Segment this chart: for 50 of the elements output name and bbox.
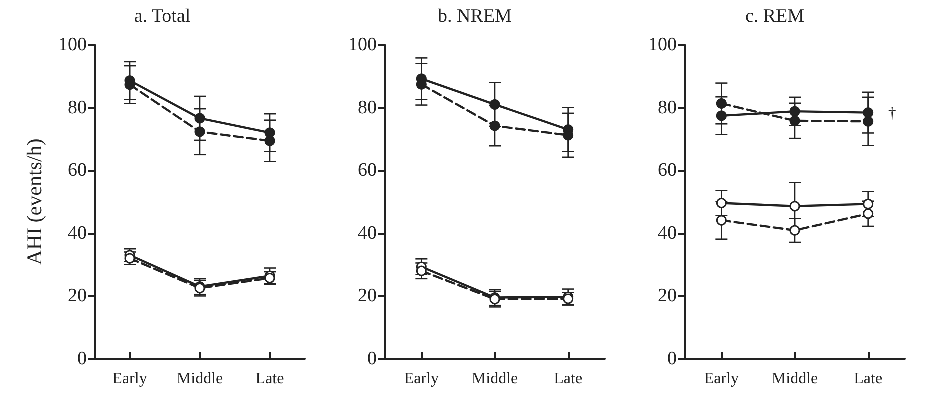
y-tick-label: 80 <box>658 97 677 118</box>
point <box>490 99 500 110</box>
point <box>716 98 727 109</box>
y-tick-label: 80 <box>68 97 87 118</box>
y-tick-label: 20 <box>358 286 377 307</box>
x-tick-label: Middle <box>472 370 518 388</box>
point <box>490 120 500 132</box>
x-tick-label: Middle <box>176 370 224 388</box>
y-tick-label: 0 <box>78 348 87 370</box>
point <box>716 110 727 122</box>
y-tick-label: 20 <box>658 286 677 307</box>
point <box>863 198 874 210</box>
y-tick-label: 100 <box>348 34 377 56</box>
y-tick-label: 40 <box>68 222 87 244</box>
chart-title: a. Total <box>134 6 191 27</box>
x-tick-label: Early <box>404 370 439 388</box>
y-tick-label: 20 <box>68 286 87 307</box>
x-tick-label: Late <box>256 370 284 388</box>
chart-title: c. REM <box>745 6 805 27</box>
point <box>194 113 206 124</box>
y-tick-label: 100 <box>58 34 87 56</box>
point <box>790 116 800 126</box>
point <box>790 225 800 236</box>
x-tick-label: Late <box>554 370 583 388</box>
y-tick-label: 60 <box>658 160 677 182</box>
point <box>264 136 276 146</box>
annotation: † <box>888 106 896 123</box>
y-axis-title: AHI (events/h) <box>22 138 46 266</box>
point <box>416 266 427 276</box>
point <box>716 215 727 226</box>
y-tick-label: 40 <box>358 222 377 244</box>
x-tick-label: Late <box>854 370 883 388</box>
x-tick-label: Early <box>112 370 148 388</box>
point <box>790 106 800 117</box>
point <box>194 126 206 138</box>
x-tick-label: Middle <box>772 370 818 388</box>
y-tick-label: 60 <box>358 160 377 182</box>
y-tick-label: 0 <box>668 348 677 370</box>
y-tick-label: 40 <box>658 222 677 244</box>
y-tick-label: 0 <box>368 348 377 370</box>
point <box>790 201 800 212</box>
y-tick-label: 60 <box>68 160 87 182</box>
y-tick-label: 100 <box>648 34 677 56</box>
x-tick-label: Early <box>704 370 739 388</box>
point <box>863 208 874 220</box>
point <box>863 116 874 127</box>
point <box>716 198 727 209</box>
chart-title: b. NREM <box>438 6 512 27</box>
y-tick-label: 80 <box>358 97 377 118</box>
point <box>863 108 874 118</box>
